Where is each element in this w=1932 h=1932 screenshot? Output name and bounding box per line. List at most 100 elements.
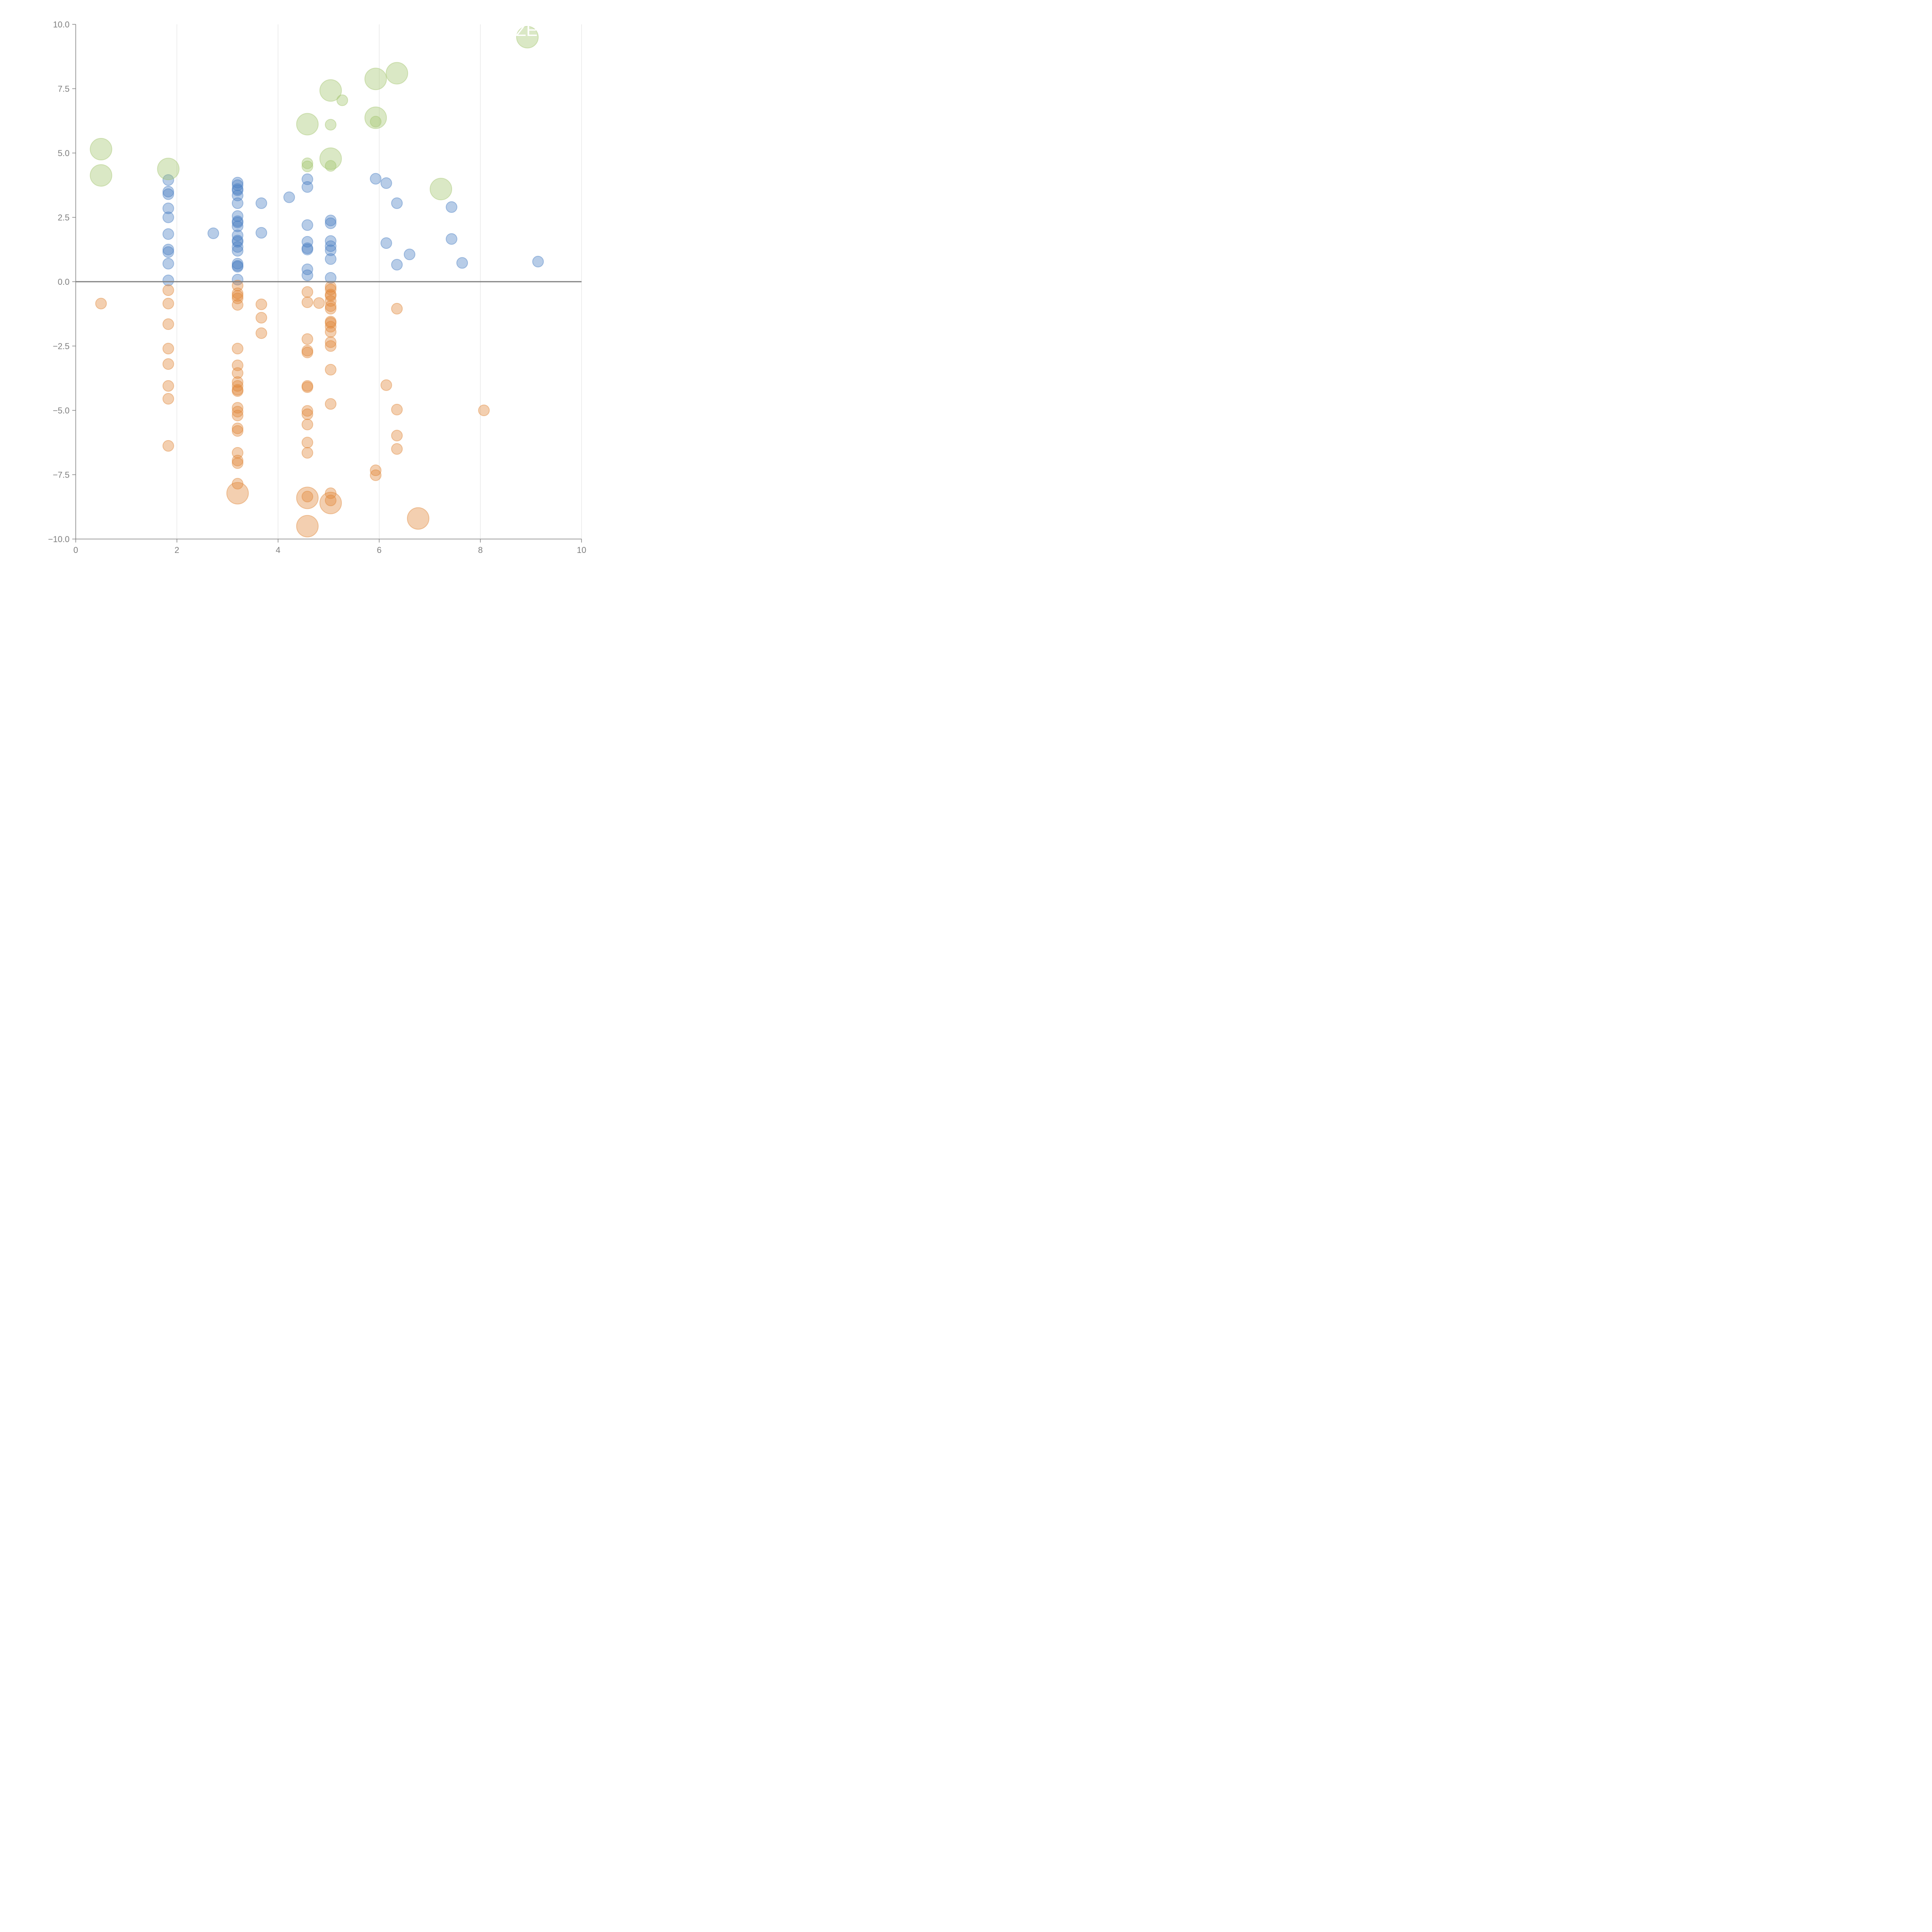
negative-bubble (231, 287, 243, 299)
negative-bubble (370, 469, 382, 481)
negative-bubble (325, 487, 337, 499)
positive-bubble (446, 233, 457, 245)
negative-bubble (380, 379, 392, 391)
negative-bubble (231, 299, 243, 311)
bubbles-layer (90, 26, 544, 537)
negative-bubble (301, 286, 313, 298)
negative-bubble (391, 430, 403, 442)
negative-bubble (255, 298, 267, 310)
positive-bubble (231, 189, 243, 201)
positive-bubble (325, 272, 337, 284)
highlight-large-bubble (319, 79, 342, 102)
highlight-small-bubble (301, 160, 313, 172)
positive-bubble (301, 242, 313, 254)
positive-bubble (325, 235, 337, 247)
negative-bubble (162, 318, 174, 330)
negative-bubble (325, 336, 337, 348)
highlight-large-bubble (516, 26, 539, 49)
negative-bubble (231, 384, 243, 396)
negative-bubble (231, 380, 243, 392)
positive-bubble (301, 236, 313, 248)
negative-bubble (370, 464, 382, 476)
negative-bubble (325, 290, 337, 302)
bubble-chart: 10.07.55.02.50.0−2.5−5.0−7.5−10.00 2 4 6 8 10… (48, 20, 586, 555)
positive-bubble (231, 261, 243, 273)
positive-bubble (301, 181, 313, 193)
y-tick-label: −10.0 (48, 534, 70, 544)
positive-bubble (446, 201, 457, 213)
negative-bubble (391, 404, 403, 416)
positive-bubble (301, 269, 313, 281)
highlight-large-bubble (90, 138, 112, 161)
y-tick-label: −5.0 (53, 406, 70, 415)
negative-bubble (231, 402, 243, 414)
highlight-large-bubble (319, 147, 342, 170)
positive-bubble (325, 214, 337, 226)
positive-bubble (231, 177, 243, 189)
negative-bubble (162, 298, 174, 310)
negative-bubble (231, 454, 243, 466)
negative-bubble (325, 300, 337, 312)
positive-bubble (231, 274, 243, 286)
x-tick-label: 8 (478, 545, 483, 555)
positive-bubble (231, 184, 243, 196)
negative-bubble (325, 495, 337, 507)
positive-bubble (162, 274, 174, 286)
positive-bubble (231, 236, 243, 248)
positive-bubble (532, 256, 544, 268)
positive-bubble (162, 174, 174, 186)
x-tick-label: 10 (577, 545, 586, 555)
negative-bubble (231, 457, 243, 469)
negative-large-bubble (319, 492, 342, 514)
negative-bubble (231, 422, 243, 434)
negative-bubble (255, 327, 267, 339)
negative-bubble (231, 367, 243, 379)
positive-bubble (162, 188, 174, 200)
negative-bubble (325, 398, 337, 410)
highlight-large-bubble (296, 113, 319, 136)
x-tick-label: 0 (73, 545, 78, 555)
negative-bubble (325, 316, 337, 328)
negative-bubble (325, 317, 337, 329)
negative-bubble (325, 321, 337, 333)
highlight-large-bubble (364, 106, 387, 129)
positive-bubble (162, 211, 174, 223)
positive-bubble (283, 191, 295, 203)
negative-bubble (301, 296, 313, 308)
negative-bubble (301, 408, 313, 420)
highlight-large-bubble (90, 164, 112, 187)
negative-bubble (301, 345, 313, 357)
negative-large-bubble (296, 515, 319, 537)
positive-bubble (162, 228, 174, 240)
y-tick-label: −2.5 (53, 342, 70, 351)
y-tick-label: 0.0 (58, 277, 70, 287)
positive-bubble (207, 227, 219, 239)
negative-bubble (325, 283, 337, 295)
negative-bubble (231, 406, 243, 418)
positive-bubble (301, 243, 313, 255)
positive-bubble (231, 179, 243, 191)
negative-large-bubble (226, 482, 249, 505)
positive-bubble (301, 264, 313, 276)
negative-bubble (162, 358, 174, 370)
positive-bubble (162, 243, 174, 255)
negative-bubble (325, 340, 337, 352)
positive-bubble (231, 230, 243, 242)
negative-bubble (301, 447, 313, 459)
positive-bubble (255, 227, 267, 239)
negative-bubble (162, 284, 174, 296)
negative-bubble (162, 393, 174, 405)
y-tick-label: 7.5 (58, 84, 70, 94)
negative-bubble (162, 343, 174, 355)
positive-bubble (370, 173, 382, 185)
negative-bubble (325, 364, 337, 376)
negative-bubble (231, 410, 243, 422)
positive-bubble (403, 248, 415, 260)
negative-bubble (301, 437, 313, 449)
negative-bubble (325, 295, 337, 307)
positive-bubble (231, 260, 243, 272)
negative-bubble (231, 343, 243, 355)
y-tick-label: 5.0 (58, 148, 70, 158)
negative-bubble (301, 333, 313, 345)
highlight-large-bubble (430, 178, 452, 201)
